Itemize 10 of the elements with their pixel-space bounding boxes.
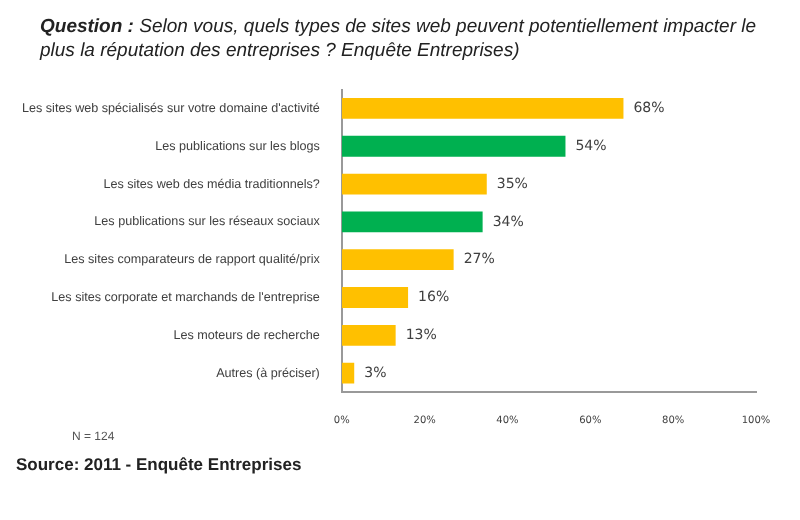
source-note: Source: 2011 - Enquête Entreprises bbox=[16, 454, 304, 474]
bar bbox=[341, 249, 454, 271]
chart-title: Question : Selon vous, quels types de sites web peuvent potentiellement impacter le plus la réputation des entreprises ? Enquête Entreprises) bbox=[40, 16, 757, 62]
bar bbox=[341, 211, 483, 233]
bar bbox=[341, 287, 409, 308]
bar bbox=[341, 173, 487, 195]
bar bbox=[341, 135, 566, 157]
bar bbox=[341, 362, 355, 384]
bar bbox=[341, 98, 624, 119]
bar bbox=[341, 324, 396, 346]
